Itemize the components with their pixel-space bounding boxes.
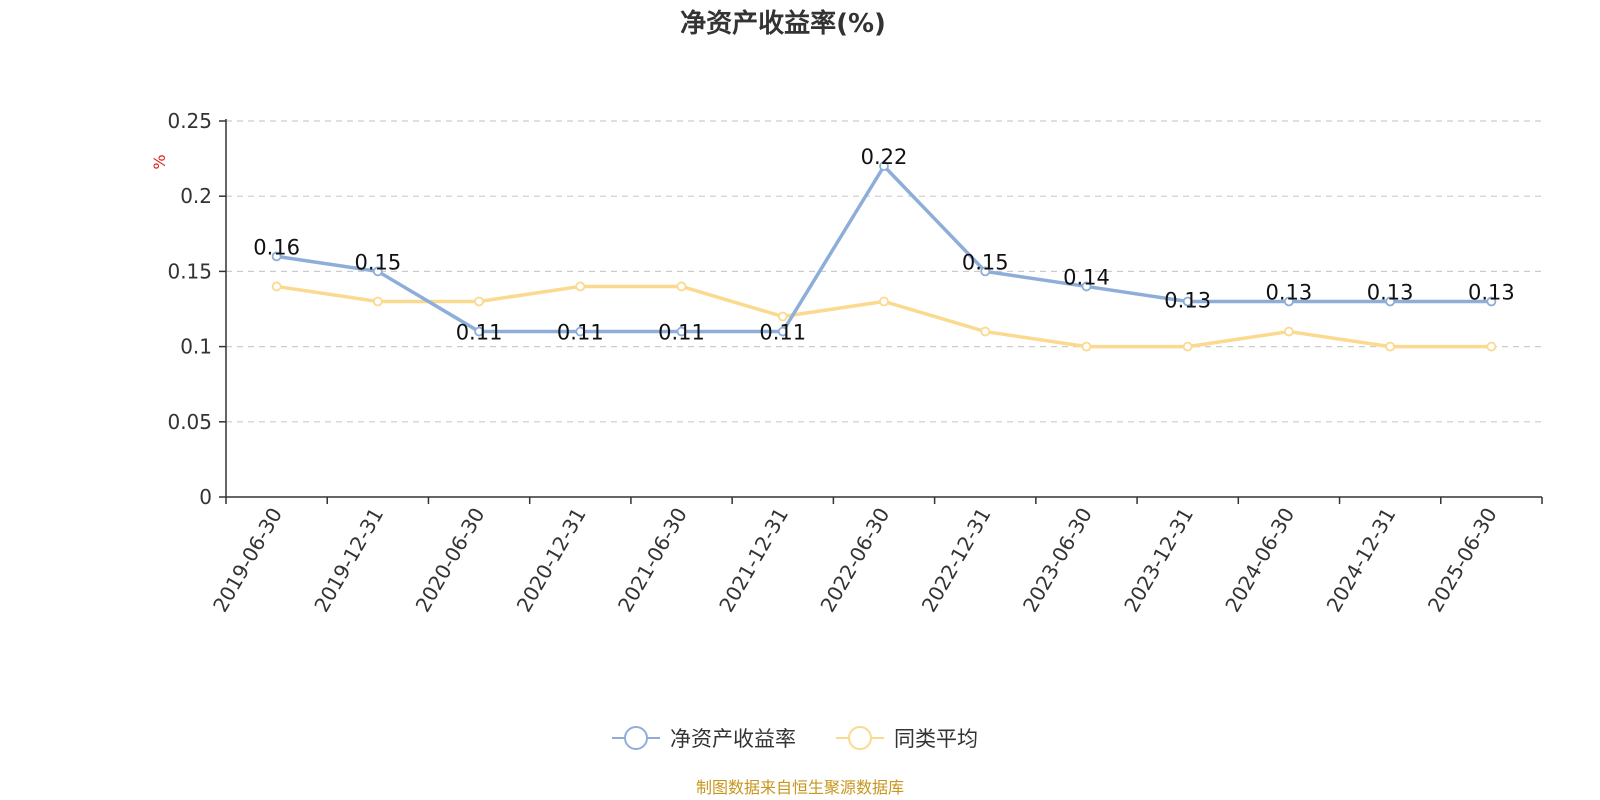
axes bbox=[225, 119, 1542, 498]
x-tick-label: 2019-06-30 bbox=[208, 504, 287, 617]
y-tick-label: 0.05 bbox=[167, 410, 212, 434]
y-tick-label: 0.15 bbox=[167, 259, 212, 283]
data-point-1 bbox=[980, 326, 991, 337]
y-tick-label: 0.25 bbox=[167, 109, 212, 133]
data-point-0 bbox=[271, 251, 282, 262]
data-point-1 bbox=[1182, 341, 1193, 352]
x-tick-label: 2021-06-30 bbox=[613, 504, 692, 617]
data-label: 0.13 bbox=[1468, 280, 1515, 304]
data-point-0 bbox=[1385, 296, 1396, 307]
data-label: 0.11 bbox=[456, 321, 503, 345]
legend-marker-0 bbox=[624, 726, 648, 750]
data-point-0 bbox=[1486, 296, 1497, 307]
data-point-0 bbox=[1284, 296, 1294, 307]
data-point-0 bbox=[1081, 281, 1092, 292]
data-point-1 bbox=[1081, 341, 1092, 352]
data-point-0 bbox=[980, 266, 991, 277]
data-point-1 bbox=[879, 296, 889, 307]
legend[interactable]: 净资产收益率 同类平均 bbox=[612, 726, 978, 751]
data-label: 0.11 bbox=[759, 321, 806, 345]
x-tick-label: 2024-06-30 bbox=[1220, 504, 1299, 617]
data-label: 0.13 bbox=[1367, 280, 1414, 304]
x-tick-label: 2019-12-31 bbox=[309, 504, 388, 617]
series-layer bbox=[271, 161, 1497, 352]
chart-title: 净资产收益率(%) bbox=[680, 8, 886, 39]
data-point-1 bbox=[777, 311, 788, 322]
x-tick-label: 2022-06-30 bbox=[815, 504, 894, 617]
x-tick-label: 2020-06-30 bbox=[411, 503, 490, 616]
y-axis-ticks: 0 0.05 0.1 0.15 0.2 0.25 bbox=[167, 109, 226, 509]
x-tick-label: 2024-12-31 bbox=[1322, 504, 1401, 617]
y-axis-unit: % bbox=[150, 154, 169, 169]
data-point-0 bbox=[575, 326, 586, 337]
x-tick-label: 2021-12-31 bbox=[714, 504, 793, 617]
y-tick-label: 0.2 bbox=[180, 184, 212, 208]
x-axis-ticks: 2019-06-30 2019-12-31 2020-06-30 2020-12-31… bbox=[208, 497, 1543, 617]
data-point-1 bbox=[676, 281, 687, 292]
data-point-0 bbox=[879, 161, 889, 172]
data-label: 0.14 bbox=[1063, 265, 1110, 289]
series-line-0 bbox=[276, 164, 1492, 334]
legend-label[interactable]: 净资产收益率 bbox=[670, 727, 796, 751]
data-point-1 bbox=[1385, 341, 1396, 352]
data-label: 0.15 bbox=[962, 250, 1009, 274]
data-point-0 bbox=[474, 326, 484, 337]
data-label: 0.16 bbox=[253, 235, 300, 259]
x-tick-label: 2023-12-31 bbox=[1119, 504, 1198, 617]
data-point-0 bbox=[676, 326, 687, 337]
data-label: 0.13 bbox=[1266, 280, 1313, 304]
data-label: 0.15 bbox=[354, 250, 401, 274]
data-label: 0.11 bbox=[658, 321, 705, 345]
data-point-1 bbox=[474, 296, 484, 307]
y-tick-label: 0 bbox=[199, 485, 212, 509]
data-point-1 bbox=[271, 281, 282, 292]
data-label: 0.13 bbox=[1164, 288, 1211, 312]
legend-label[interactable]: 同类平均 bbox=[894, 727, 978, 751]
data-labels: 0.16 0.15 0.11 0.11 0.11 0.11 0.22 0.15 0.14 0.13… bbox=[253, 145, 1515, 344]
source-note: 制图数据来自恒生聚源数据库 bbox=[696, 778, 904, 797]
data-point-0 bbox=[372, 266, 383, 277]
data-point-0 bbox=[1182, 296, 1193, 307]
x-tick-label: 2023-06-30 bbox=[1018, 504, 1097, 617]
data-point-1 bbox=[372, 296, 383, 307]
data-point-0 bbox=[777, 326, 788, 337]
y-tick-label: 0.1 bbox=[180, 335, 212, 359]
data-point-1 bbox=[1486, 341, 1497, 352]
legend-marker-1 bbox=[848, 726, 872, 750]
data-label: 0.11 bbox=[557, 321, 604, 345]
x-tick-label: 2022-12-31 bbox=[917, 503, 996, 616]
x-tick-label: 2020-12-31 bbox=[512, 504, 591, 617]
data-point-1 bbox=[1284, 326, 1294, 337]
x-tick-label: 2025-06-30 bbox=[1423, 504, 1502, 617]
data-point-1 bbox=[575, 281, 586, 292]
data-label: 0.22 bbox=[861, 145, 908, 169]
